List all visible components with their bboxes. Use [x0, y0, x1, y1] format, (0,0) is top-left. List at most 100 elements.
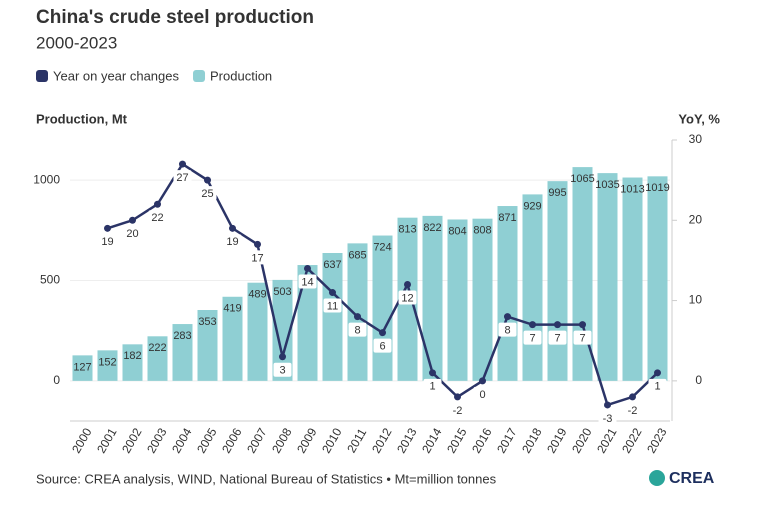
line-point: [179, 160, 186, 168]
bar: [347, 243, 368, 381]
bar-value-label: 419: [223, 303, 241, 315]
line-value-label: 20: [126, 228, 138, 240]
bar-value-label: 995: [548, 187, 566, 199]
line-value-label: 11: [327, 300, 338, 312]
x-tick-label: 2023: [644, 425, 670, 455]
y-tick-label: 0: [53, 373, 60, 387]
bar-value-label: 685: [348, 249, 366, 261]
bar: [122, 344, 143, 381]
x-tick-label: 2004: [169, 425, 195, 455]
line-label-bg: [398, 290, 417, 305]
bar: [372, 235, 393, 381]
line-point: [604, 401, 611, 409]
x-tick-label: 2007: [244, 425, 270, 455]
y-tick-label: 500: [40, 273, 60, 287]
y-axis-title: Production, Mt: [36, 111, 128, 126]
bar-value-label: 353: [198, 316, 216, 328]
bar: [272, 279, 293, 381]
line-value-label: 1: [654, 381, 660, 393]
x-tick-label: 2014: [419, 425, 445, 455]
line-label-bg: [473, 386, 492, 401]
line-point: [479, 377, 486, 385]
y2-tick-label: 20: [689, 212, 703, 226]
x-tick-label: 2018: [519, 425, 545, 455]
logo-text: CREA: [669, 470, 715, 487]
x-tick-label: 2008: [269, 425, 295, 455]
x-tick-label: 2001: [94, 425, 120, 455]
bar: [472, 218, 493, 381]
line-label-bg: [598, 410, 617, 425]
bar: [147, 336, 168, 381]
line-value-label: 8: [504, 325, 510, 337]
line-label-bg: [323, 298, 342, 313]
bar-value-label: 822: [423, 222, 441, 234]
bar: [447, 219, 468, 381]
line-point: [104, 224, 111, 232]
bar: [622, 177, 643, 381]
x-tick-label: 2022: [619, 425, 645, 455]
x-tick-label: 2017: [494, 425, 520, 455]
x-tick-label: 2019: [544, 425, 570, 455]
line-point: [529, 321, 536, 329]
x-tick-label: 2020: [569, 425, 595, 455]
line-value-label: 14: [301, 276, 313, 288]
x-tick-label: 2010: [319, 425, 345, 455]
y-tick-label: 1000: [33, 172, 60, 186]
bar: [222, 296, 243, 381]
bar-value-label: 503: [273, 286, 291, 298]
line-label-bg: [223, 234, 242, 249]
line-value-label: -2: [628, 405, 638, 417]
y2-tick-label: 10: [689, 293, 703, 307]
line-label-bg: [623, 402, 642, 417]
line-point: [204, 176, 211, 184]
bar: [547, 181, 568, 381]
logo-icon: [649, 470, 665, 486]
line-value-label: -2: [453, 405, 463, 417]
line-label-bg: [148, 210, 167, 225]
line-label-bg: [423, 378, 442, 393]
legend-swatch: [193, 70, 206, 82]
line-label-bg: [198, 186, 217, 201]
line-point: [504, 313, 511, 321]
line-point: [354, 313, 361, 321]
line-value-label: 7: [579, 333, 585, 345]
line-point: [654, 369, 661, 377]
line-point: [279, 353, 286, 361]
bar-value-label: 1035: [595, 179, 619, 191]
line-value-label: 19: [226, 236, 238, 248]
line-label-bg: [248, 250, 267, 265]
chart-title: China's crude steel production: [36, 7, 314, 28]
x-tick-label: 2021: [594, 425, 620, 455]
bar-value-label: 1019: [645, 182, 669, 194]
x-tick-label: 2012: [369, 425, 395, 455]
bar: [572, 167, 593, 381]
bar-value-label: 283: [173, 330, 191, 342]
line-label-bg: [648, 378, 667, 393]
x-tick-label: 2015: [444, 425, 470, 455]
line-point: [329, 289, 336, 297]
line-value-label: 17: [251, 252, 263, 264]
line-point: [129, 216, 136, 224]
line-value-label: 1: [429, 381, 435, 393]
line-value-label: 27: [176, 172, 188, 184]
line-point: [379, 329, 386, 337]
bar: [72, 355, 93, 381]
bar-value-label: 871: [498, 212, 516, 224]
line-label-bg: [98, 234, 117, 249]
x-tick-label: 2003: [144, 425, 170, 455]
bar: [297, 265, 318, 381]
line-point: [404, 281, 411, 289]
x-tick-label: 2013: [394, 425, 420, 455]
bar-value-label: 489: [248, 289, 266, 301]
line-point: [254, 240, 261, 248]
line-value-label: 19: [101, 236, 113, 248]
line-label-bg: [298, 274, 317, 289]
line-point: [579, 321, 586, 329]
x-tick-label: 2006: [219, 425, 245, 455]
line-point: [629, 393, 636, 401]
y2-tick-label: 30: [689, 132, 703, 146]
line-point: [454, 393, 461, 401]
bar-value-label: 724: [373, 241, 391, 253]
line-label-bg: [573, 330, 592, 345]
